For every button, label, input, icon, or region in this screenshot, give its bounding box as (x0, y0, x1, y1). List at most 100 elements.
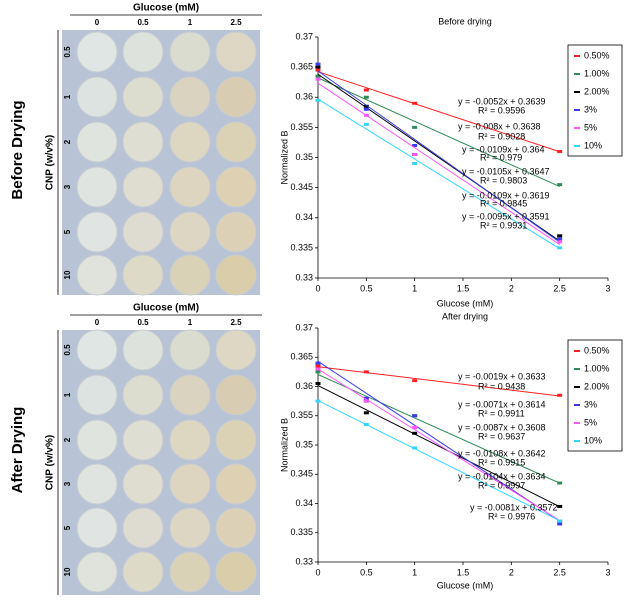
y-tick-label: 0.35 (295, 439, 313, 449)
data-point (412, 379, 418, 383)
column-label: 0 (95, 18, 100, 27)
well (76, 166, 118, 208)
y-tick-label: 0.355 (290, 122, 313, 132)
equation-label: y = -0.0019x + 0.3633 (458, 371, 546, 381)
well (215, 211, 257, 253)
column-label: 2.5 (230, 318, 242, 327)
equation-label: R² = 0.9845 (480, 198, 527, 208)
equation-label: R² = 0.9028 (478, 131, 525, 141)
x-tick-label: 1 (412, 283, 417, 293)
well (169, 211, 211, 253)
y-tick-label: 0.345 (290, 469, 313, 479)
x-tick-label: 2.5 (553, 283, 566, 293)
trendline (317, 77, 560, 188)
equation-label: y = -0.0105x + 0.3647 (462, 166, 550, 176)
data-point (412, 152, 418, 156)
well (215, 463, 257, 505)
well (122, 329, 164, 371)
well (122, 211, 164, 253)
data-point (363, 113, 369, 117)
x-tick-label: 3 (605, 283, 610, 293)
equation-label: R² = 0.9803 (480, 175, 527, 185)
well (122, 374, 164, 416)
y-axis-label: Normalized B (279, 130, 289, 184)
well (76, 76, 118, 118)
data-point (412, 425, 418, 429)
data-point (315, 399, 321, 403)
chart-title: After drying (442, 311, 488, 321)
row-label: 3 (63, 481, 72, 486)
data-point (363, 122, 369, 126)
well (122, 166, 164, 208)
data-point (363, 104, 369, 108)
well (76, 463, 118, 505)
equation-label: y = -0.008x + 0.3638 (458, 121, 541, 131)
x-tick-label: 1.5 (457, 567, 470, 577)
data-point (412, 162, 418, 166)
y-tick-label: 0.35 (295, 152, 313, 162)
data-point (363, 95, 369, 99)
equation-label: y = -0.0087x + 0.3608 (458, 422, 546, 432)
legend-label: 3% (584, 399, 597, 409)
data-point (315, 382, 321, 386)
data-point (315, 77, 321, 81)
well (76, 551, 118, 593)
well (122, 254, 164, 296)
data-point (412, 125, 418, 129)
data-point (557, 481, 563, 485)
well (215, 551, 257, 593)
y-tick-label: 0.37 (295, 322, 313, 332)
data-point (557, 522, 563, 526)
data-point (557, 519, 563, 523)
well (76, 211, 118, 253)
equation-label: y = -0.0109x + 0.364 (462, 144, 545, 154)
equation-label: y = -0.0095x + 0.3591 (462, 211, 550, 221)
well (169, 463, 211, 505)
column-label: 1 (188, 18, 193, 27)
x-tick-label: 2.5 (553, 567, 566, 577)
x-tick-label: 1 (412, 567, 417, 577)
row-label: 10 (63, 567, 72, 576)
well (76, 31, 118, 73)
equation-label: R² = 0.9931 (480, 220, 527, 230)
y-tick-label: 0.33 (295, 272, 313, 282)
y-tick-label: 0.34 (295, 498, 313, 508)
equation-label: y = -0.0108x + 0.3642 (458, 448, 546, 458)
column-label: 2.5 (230, 18, 242, 27)
well (76, 121, 118, 163)
data-point (412, 101, 418, 105)
trendline (317, 71, 560, 153)
row-axis-label: CNP (w/v%) (45, 435, 56, 490)
x-axis-label: Glucose (mM) (437, 580, 494, 590)
equation-label: y = -0.0071x + 0.3614 (458, 399, 546, 409)
y-tick-label: 0.365 (290, 352, 313, 362)
x-tick-label: 2 (509, 283, 514, 293)
x-tick-label: 0.5 (360, 283, 373, 293)
data-point (412, 446, 418, 450)
trendline (317, 374, 560, 484)
trendline (317, 385, 560, 508)
well (215, 76, 257, 118)
legend-label: 3% (584, 104, 597, 114)
trendline (317, 70, 560, 243)
data-point (557, 183, 563, 187)
row-label: 0.5 (63, 46, 72, 58)
x-tick-label: 0.5 (360, 567, 373, 577)
y-tick-label: 0.37 (295, 31, 313, 41)
row-label: 5 (63, 229, 72, 234)
well (169, 76, 211, 118)
data-point (557, 393, 563, 397)
equation-label: R² = 0.979 (480, 152, 522, 162)
photo (62, 330, 260, 595)
column-label: 1 (188, 318, 193, 327)
column-label: 0.5 (137, 318, 149, 327)
data-point (363, 399, 369, 403)
row-label: 1 (63, 392, 72, 397)
x-tick-label: 0 (315, 283, 320, 293)
equation-label: y = -0.0109x + 0.3619 (462, 190, 550, 200)
data-point (315, 367, 321, 371)
legend-label: 2.00% (584, 381, 610, 391)
well (122, 463, 164, 505)
column-label: 0 (95, 318, 100, 327)
